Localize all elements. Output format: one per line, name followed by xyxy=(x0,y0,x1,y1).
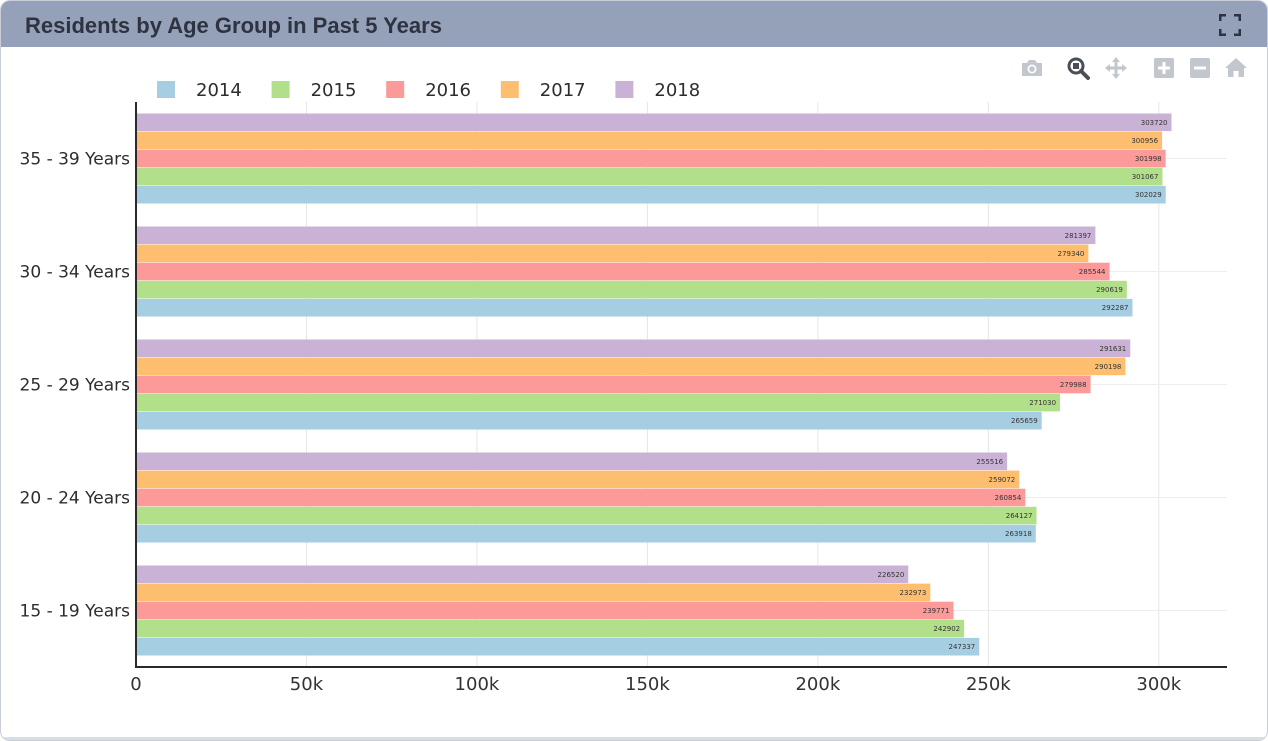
bar[interactable] xyxy=(136,470,1020,489)
x-tick-label: 0 xyxy=(130,674,141,695)
bar[interactable] xyxy=(136,131,1163,150)
legend-swatch xyxy=(615,81,634,98)
legend-item[interactable]: 2016 xyxy=(386,80,471,101)
bar-value-label: 281397 xyxy=(1065,232,1092,240)
x-tick-label: 150k xyxy=(625,674,670,695)
category-label: 25 - 29 Years xyxy=(20,376,131,396)
bar[interactable] xyxy=(136,393,1061,412)
x-tick-label: 300k xyxy=(1136,674,1181,695)
bar-value-label: 264127 xyxy=(1006,512,1033,520)
bar[interactable] xyxy=(136,262,1110,281)
bar[interactable] xyxy=(136,339,1131,358)
panel-bottom-border xyxy=(1,737,1267,740)
bar-value-label: 255516 xyxy=(976,458,1003,466)
zoom-icon[interactable] xyxy=(1065,55,1091,81)
bar[interactable] xyxy=(136,357,1126,376)
legend-label: 2018 xyxy=(654,80,700,101)
zoom-out-icon[interactable] xyxy=(1187,55,1213,81)
bar-value-label: 279988 xyxy=(1060,381,1087,389)
category-label: 35 - 39 Years xyxy=(20,150,131,170)
bar-value-label: 239771 xyxy=(923,607,950,615)
fullscreen-icon[interactable] xyxy=(1218,13,1242,37)
bar[interactable] xyxy=(136,185,1166,204)
bar[interactable] xyxy=(136,565,909,584)
bar[interactable] xyxy=(136,167,1163,186)
bar-value-label: 226520 xyxy=(878,571,905,579)
bar[interactable] xyxy=(136,280,1127,299)
x-tick-label: 100k xyxy=(455,674,500,695)
bar-value-label: 265659 xyxy=(1011,417,1038,425)
legend-item[interactable]: 2015 xyxy=(271,80,357,101)
category-label: 30 - 34 Years xyxy=(20,263,131,283)
bar[interactable] xyxy=(136,637,980,656)
bar-value-label: 263918 xyxy=(1005,530,1032,538)
bar[interactable] xyxy=(136,506,1037,525)
bar-value-label: 292287 xyxy=(1102,304,1129,312)
x-tick-label: 250k xyxy=(966,674,1011,695)
chart-modebar xyxy=(1017,55,1253,81)
bar-value-label: 279340 xyxy=(1058,250,1085,258)
chart-axes: 0 50k 100k 150k 200k 250k 300k 15 - 19 Years 20 … xyxy=(20,102,1227,695)
panel-header: Residents by Age Group in Past 5 Years xyxy=(1,1,1267,47)
bar[interactable] xyxy=(136,488,1026,507)
bar-value-label: 290198 xyxy=(1095,363,1122,371)
bar[interactable] xyxy=(136,113,1172,132)
bar-value-label: 301998 xyxy=(1135,155,1162,163)
panel-title: Residents by Age Group in Past 5 Years xyxy=(25,13,442,38)
category-label: 20 - 24 Years xyxy=(20,489,131,509)
bar[interactable] xyxy=(136,601,954,620)
bar[interactable] xyxy=(136,524,1036,543)
bar-value-label: 291631 xyxy=(1100,345,1127,353)
bar-value-label: 300956 xyxy=(1131,137,1158,145)
legend-label: 2015 xyxy=(311,80,357,101)
x-tick-label: 200k xyxy=(795,674,840,695)
bar-value-label: 302029 xyxy=(1135,191,1162,199)
x-tick-label: 50k xyxy=(290,674,324,695)
legend-swatch xyxy=(500,81,519,98)
legend-item[interactable]: 2014 xyxy=(157,80,242,101)
bar[interactable] xyxy=(136,298,1133,317)
legend-swatch xyxy=(157,81,175,98)
bar[interactable] xyxy=(136,619,965,638)
pan-icon[interactable] xyxy=(1103,55,1129,81)
chart-bars: 247337 242902 239771 232973 226520 263918 2641… xyxy=(136,113,1172,656)
bar[interactable] xyxy=(136,411,1042,430)
legend-label: 2017 xyxy=(540,80,586,101)
bar-value-label: 242902 xyxy=(933,625,960,633)
legend-swatch xyxy=(386,81,405,98)
bar-value-label: 303720 xyxy=(1141,119,1168,127)
bar[interactable] xyxy=(136,226,1096,245)
bar[interactable] xyxy=(136,375,1091,394)
category-label: 15 - 19 Years xyxy=(20,602,131,622)
chart-legend[interactable]: 2014 2015 2016 2017 2018 xyxy=(157,80,700,101)
camera-icon[interactable] xyxy=(1019,55,1045,81)
legend-swatch xyxy=(271,81,290,98)
bar-value-label: 259072 xyxy=(989,476,1016,484)
bar[interactable] xyxy=(136,452,1008,471)
home-icon[interactable] xyxy=(1223,55,1249,81)
bar[interactable] xyxy=(136,149,1166,168)
bar-value-label: 301067 xyxy=(1132,173,1159,181)
bar-value-label: 271030 xyxy=(1029,399,1056,407)
bar-value-label: 290619 xyxy=(1096,286,1123,294)
legend-label: 2016 xyxy=(425,80,471,101)
bar-value-label: 285544 xyxy=(1079,268,1106,276)
legend-item[interactable]: 2018 xyxy=(615,80,700,101)
bar[interactable] xyxy=(136,583,931,602)
legend-item[interactable]: 2017 xyxy=(500,80,586,101)
bar[interactable] xyxy=(136,244,1089,263)
bar-value-label: 260854 xyxy=(995,494,1022,502)
bar-value-label: 247337 xyxy=(949,643,976,651)
bar-value-label: 232973 xyxy=(900,589,927,597)
zoom-in-icon[interactable] xyxy=(1151,55,1177,81)
legend-label: 2014 xyxy=(196,80,242,101)
